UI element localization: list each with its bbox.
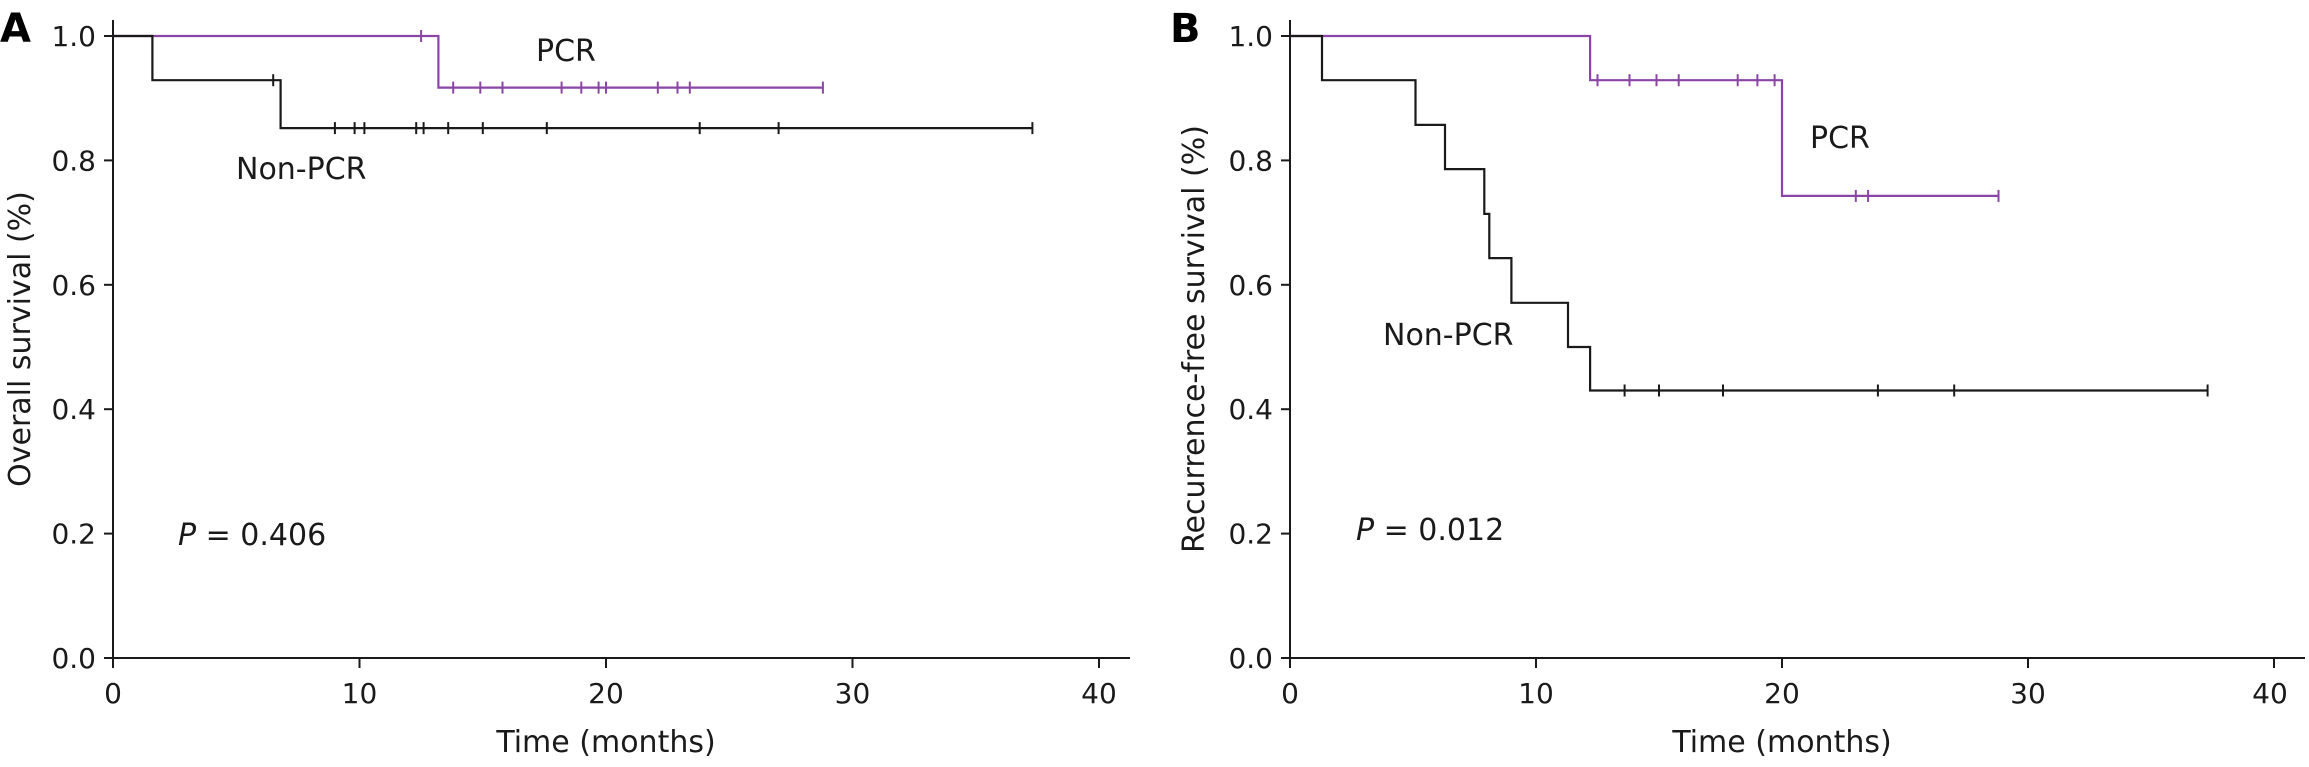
panel-a-non-pcr-curve <box>113 34 1033 130</box>
panel-a-p-symbol: P <box>178 518 197 553</box>
panel-a: A 0.0 0.2 0.4 0.6 0.8 1.0 Overall surviv… <box>0 6 1130 760</box>
panel-a-ytick-label-0: 0.0 <box>51 642 96 675</box>
panel-b-xtick-label-4: 40 <box>2252 677 2288 710</box>
panel-b-ytick-label-3: 0.6 <box>1228 269 1273 302</box>
panel-b-pcr-curve <box>1290 34 1999 197</box>
panel-a-xtick-label-2: 20 <box>588 677 624 710</box>
panel-a-yaxis: 0.0 0.2 0.4 0.6 0.8 1.0 Overall survival… <box>3 20 114 675</box>
panel-a-xtick-label-1: 10 <box>342 677 378 710</box>
panel-b-ytick-label-2: 0.4 <box>1228 393 1273 426</box>
panel-b-ytick-label-0: 0.0 <box>1228 642 1273 675</box>
panel-a-ylabel: Overall survival (%) <box>3 191 38 487</box>
panel-b-p-value: P = 0.012 <box>1356 513 1504 548</box>
panel-b-label: B <box>1170 6 1201 52</box>
panel-a-p-value: P = 0.406 <box>178 518 326 553</box>
panel-a-ytick-label-1: 0.2 <box>51 518 96 551</box>
panel-b-ytick-label-5: 1.0 <box>1228 20 1273 53</box>
panel-b-ylabel: Recurrence-free survival (%) <box>1177 125 1212 553</box>
panel-b-xtick-label-3: 30 <box>2010 677 2046 710</box>
panel-b-nonpcr-label: Non-PCR <box>1383 318 1514 353</box>
panel-b-xtick-label-0: 0 <box>1281 677 1299 710</box>
panel-a-xaxis: 0 10 20 30 40 Time (months) <box>104 657 1130 760</box>
panel-a-pcr-label: PCR <box>536 34 596 69</box>
panel-b-xtick-label-1: 10 <box>1518 677 1554 710</box>
panel-b-non-pcr-curve <box>1290 34 2208 392</box>
panel-b-yaxis: 0.0 0.2 0.4 0.6 0.8 1.0 Recurrence-free … <box>1177 20 1291 675</box>
panel-a-plot-area <box>113 30 1034 135</box>
panel-a-ytick-label-2: 0.4 <box>51 393 96 426</box>
panel-a-xtick-label-4: 40 <box>1081 677 1117 710</box>
panel-a-xtick-label-3: 30 <box>835 677 871 710</box>
panel-a-nonpcr-label: Non-PCR <box>236 152 367 187</box>
panel-b-xtick-label-2: 20 <box>1764 677 1800 710</box>
panel-b-xaxis: 0 10 20 30 40 Time (months) <box>1281 657 2305 760</box>
panel-a-xlabel: Time (months) <box>495 725 715 760</box>
panel-a-ytick-label-5: 1.0 <box>51 20 96 53</box>
panel-a-xtick-label-0: 0 <box>104 677 122 710</box>
panel-b-pcr-label: PCR <box>1810 121 1870 156</box>
panel-a-pcr-curve <box>113 34 823 89</box>
panel-a-p-text: = 0.406 <box>196 518 326 553</box>
panel-b-plot-area <box>1290 34 2209 397</box>
panel-b: B 0.0 0.2 0.4 0.6 0.8 1.0 Recurrence-fre… <box>1170 6 2305 760</box>
panel-b-p-symbol: P <box>1356 513 1375 548</box>
panel-a-ytick-label-3: 0.6 <box>51 269 96 302</box>
panel-b-ytick-label-1: 0.2 <box>1228 518 1273 551</box>
panel-b-ytick-label-4: 0.8 <box>1228 144 1273 177</box>
panel-b-p-text: = 0.012 <box>1374 513 1504 548</box>
panel-a-ytick-label-4: 0.8 <box>51 144 96 177</box>
panel-b-xlabel: Time (months) <box>1671 725 1891 760</box>
panel-a-label: A <box>0 6 31 52</box>
